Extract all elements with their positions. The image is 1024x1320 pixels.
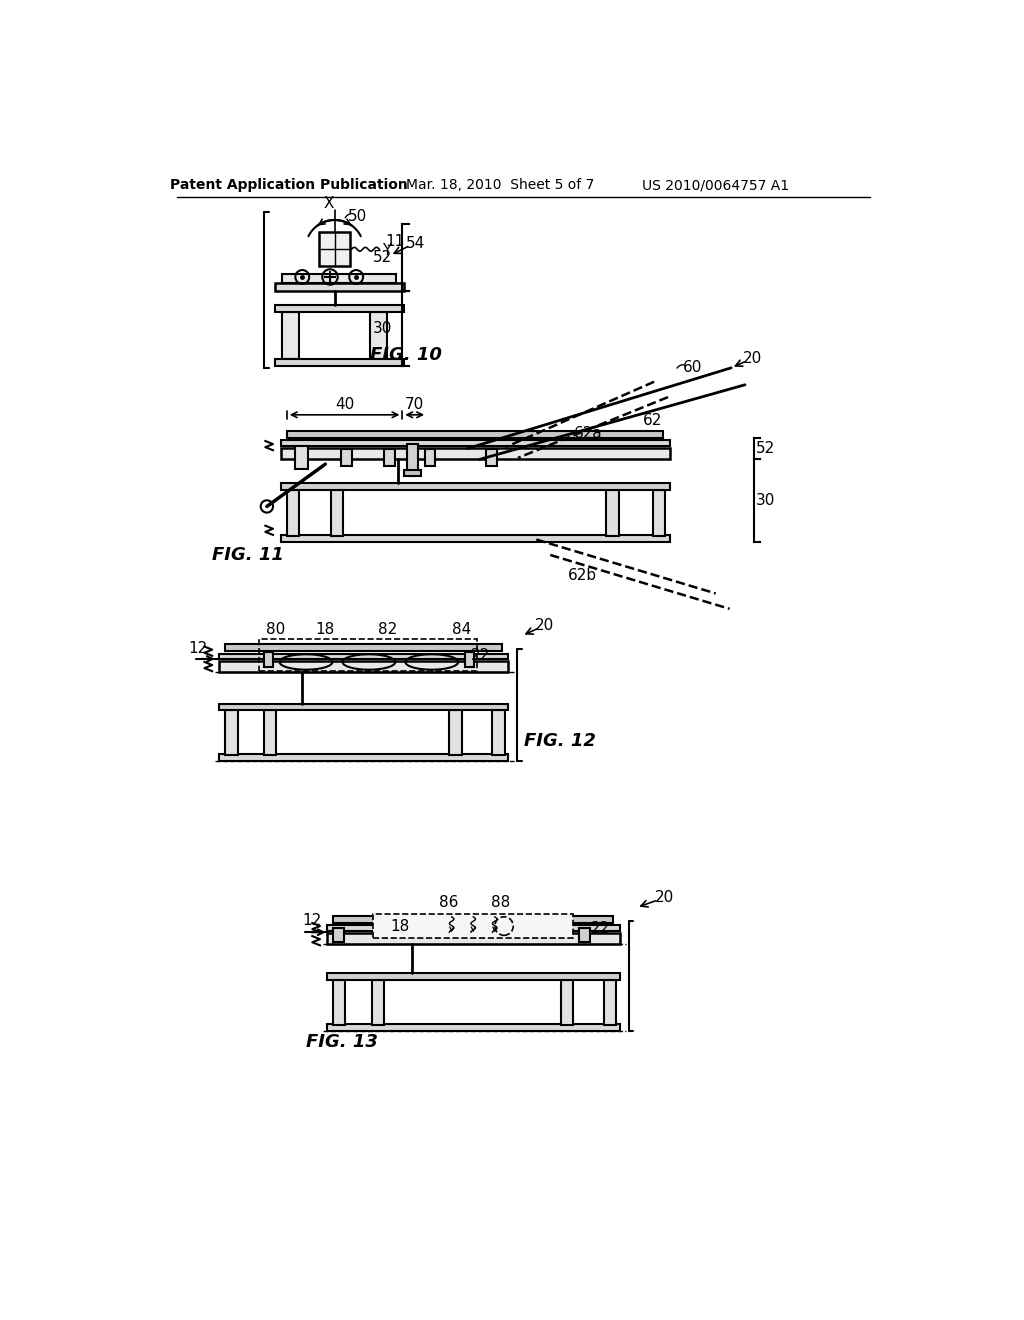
Bar: [333, 928, 344, 942]
Text: 12: 12: [188, 640, 207, 656]
Bar: [606, 490, 618, 536]
Bar: [465, 652, 474, 668]
Bar: [604, 979, 616, 1024]
Bar: [373, 913, 573, 939]
Text: 22: 22: [591, 921, 610, 936]
Bar: [333, 979, 345, 1024]
Bar: [219, 755, 508, 762]
Text: 62a: 62a: [574, 426, 603, 441]
Text: 18: 18: [390, 919, 410, 933]
Text: X: X: [324, 197, 334, 211]
Bar: [450, 710, 462, 755]
Text: 50: 50: [348, 209, 368, 223]
Text: 52: 52: [373, 251, 392, 265]
Bar: [281, 447, 670, 459]
Text: Mar. 18, 2010  Sheet 5 of 7: Mar. 18, 2010 Sheet 5 of 7: [406, 178, 594, 193]
Text: 52: 52: [756, 441, 775, 457]
Text: 88: 88: [490, 895, 510, 911]
Bar: [264, 652, 273, 668]
Text: Y: Y: [382, 243, 391, 259]
Bar: [425, 449, 435, 466]
Bar: [281, 535, 670, 543]
Text: 62: 62: [643, 413, 663, 428]
Bar: [580, 928, 590, 942]
Text: FIG. 11: FIG. 11: [212, 546, 285, 564]
Bar: [219, 661, 508, 672]
Bar: [287, 432, 664, 438]
Text: 30: 30: [373, 321, 392, 337]
Text: 54: 54: [406, 235, 425, 251]
Bar: [225, 710, 238, 755]
Bar: [407, 444, 418, 477]
Bar: [333, 916, 613, 923]
Bar: [283, 275, 396, 284]
Text: 60: 60: [683, 360, 702, 375]
Text: 84: 84: [452, 622, 471, 638]
Text: FIG. 12: FIG. 12: [524, 733, 596, 750]
Text: 86: 86: [439, 895, 459, 911]
Text: 20: 20: [743, 351, 762, 366]
Bar: [384, 449, 394, 466]
Text: 11: 11: [385, 234, 404, 249]
Bar: [486, 449, 497, 466]
Text: 70: 70: [406, 397, 424, 412]
Bar: [219, 653, 508, 659]
Bar: [327, 925, 620, 931]
Bar: [274, 359, 403, 367]
Bar: [652, 490, 665, 536]
Bar: [283, 313, 299, 359]
Bar: [274, 305, 403, 313]
Bar: [327, 1024, 620, 1031]
Bar: [281, 441, 670, 446]
Bar: [331, 490, 343, 536]
Text: FIG. 13: FIG. 13: [306, 1032, 378, 1051]
Text: 22: 22: [470, 648, 489, 664]
Bar: [295, 446, 308, 469]
Bar: [327, 933, 620, 944]
Text: 20: 20: [654, 890, 674, 906]
Text: Patent Application Publication: Patent Application Publication: [170, 178, 408, 193]
Bar: [274, 284, 403, 290]
Bar: [403, 470, 421, 477]
Text: 40: 40: [335, 397, 354, 412]
Text: 18: 18: [315, 622, 335, 638]
Bar: [493, 710, 505, 755]
Text: 12: 12: [302, 913, 322, 928]
Text: 20: 20: [536, 618, 554, 634]
Text: 30: 30: [756, 492, 775, 508]
Bar: [372, 979, 384, 1024]
Bar: [281, 483, 670, 490]
Text: 80: 80: [266, 622, 286, 638]
Bar: [287, 490, 299, 536]
Text: US 2010/0064757 A1: US 2010/0064757 A1: [642, 178, 790, 193]
Text: 62b: 62b: [568, 568, 597, 583]
Bar: [219, 704, 508, 710]
Bar: [341, 449, 351, 466]
Bar: [370, 313, 387, 359]
Bar: [264, 710, 276, 755]
Bar: [561, 979, 573, 1024]
Text: 82: 82: [378, 622, 397, 638]
Bar: [225, 644, 502, 651]
Text: FIG. 10: FIG. 10: [370, 346, 441, 364]
Bar: [259, 639, 477, 671]
Bar: [327, 973, 620, 979]
Bar: [319, 231, 350, 267]
